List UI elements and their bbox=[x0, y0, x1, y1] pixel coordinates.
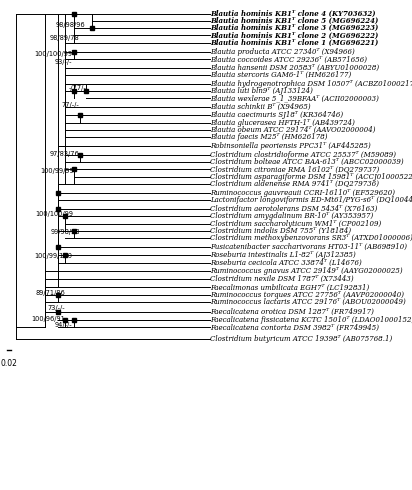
Text: 100/96/91: 100/96/91 bbox=[31, 316, 65, 322]
Text: Ruminococcus gauvreauii CCRI-16110ᵀ (EF529620): Ruminococcus gauvreauii CCRI-16110ᵀ (EF5… bbox=[210, 189, 395, 197]
Text: Blautia hominis KB1ᵀ clone 3 (MG696223): Blautia hominis KB1ᵀ clone 3 (MG696223) bbox=[210, 24, 379, 32]
Text: Blautia schinkii Bᵀ (X94965): Blautia schinkii Bᵀ (X94965) bbox=[210, 102, 311, 111]
Text: Robinsoniella peoriensis PPC31ᵀ (AF445285): Robinsoniella peoriensis PPC31ᵀ (AF44528… bbox=[210, 142, 371, 150]
Text: 93/-/-: 93/-/- bbox=[55, 59, 72, 65]
Text: Blautia faecis M25ᵀ (HM626178): Blautia faecis M25ᵀ (HM626178) bbox=[210, 133, 328, 141]
Text: Blautia hansenii DSM 20583ᵀ (ABYU01000028): Blautia hansenii DSM 20583ᵀ (ABYU0100002… bbox=[210, 64, 379, 72]
Text: 97/83/76: 97/83/76 bbox=[50, 151, 80, 157]
Text: Clostridium butyricum ATCC 19398ᵀ (AB075768.1): Clostridium butyricum ATCC 19398ᵀ (AB075… bbox=[210, 335, 393, 343]
Text: Blautia glucerasea HFTH-1ᵀ (AB439724): Blautia glucerasea HFTH-1ᵀ (AB439724) bbox=[210, 119, 355, 127]
Text: 99/98/98: 99/98/98 bbox=[50, 229, 80, 235]
Text: Roseburia intestinalis L1-82ᵀ (AJ312385): Roseburia intestinalis L1-82ᵀ (AJ312385) bbox=[210, 251, 356, 259]
Text: Clostridium bolteae ATCC BAA-613ᵀ (ABCC02000039): Clostridium bolteae ATCC BAA-613ᵀ (ABCC0… bbox=[210, 158, 404, 166]
Text: 98/98/96: 98/98/96 bbox=[56, 22, 86, 28]
Text: 94/-/-: 94/-/- bbox=[54, 322, 72, 328]
Text: Ruminococcus lactaris ATCC 29176ᵀ (ABOU02000049): Ruminococcus lactaris ATCC 29176ᵀ (ABOU0… bbox=[210, 298, 406, 306]
Text: Blautia wexlerae 5_1_39BFAAᵀ (ACII02000003): Blautia wexlerae 5_1_39BFAAᵀ (ACII020000… bbox=[210, 95, 379, 102]
Text: Blautia hydrogenotrophica DSM 10507ᵀ (ACBZ01000217): Blautia hydrogenotrophica DSM 10507ᵀ (AC… bbox=[210, 80, 412, 88]
Text: Roseburia cecicola ATCC 33874ᵀ (L14676): Roseburia cecicola ATCC 33874ᵀ (L14676) bbox=[210, 259, 362, 267]
Text: Fusicatenibacter saccharivorans HT03-11ᵀ (AB698910): Fusicatenibacter saccharivorans HT03-11ᵀ… bbox=[210, 243, 407, 251]
Text: Ruminococcus torques ATCC 27756ᵀ (AAVP02000040): Ruminococcus torques ATCC 27756ᵀ (AAVP02… bbox=[210, 291, 404, 299]
Text: Clostridium nexile DSM 1787ᵀ (X73443): Clostridium nexile DSM 1787ᵀ (X73443) bbox=[210, 274, 354, 283]
Text: Blautia coccoides ATCC 29236ᵀ (AB571656): Blautia coccoides ATCC 29236ᵀ (AB571656) bbox=[210, 55, 367, 63]
Text: Clostridium aerotolerans DSM 5434ᵀ (X76163): Clostridium aerotolerans DSM 5434ᵀ (X761… bbox=[210, 205, 377, 213]
Text: 100/100/99: 100/100/99 bbox=[36, 211, 74, 217]
Text: Blautia luti bln9ᵀ (AJ133124): Blautia luti bln9ᵀ (AJ133124) bbox=[210, 87, 313, 95]
Text: Clostridium clostridioforme ATCC 25537ᵀ (M59089): Clostridium clostridioforme ATCC 25537ᵀ … bbox=[210, 151, 396, 159]
Text: Blautia stercoris GAM6-1ᵀ (HM626177): Blautia stercoris GAM6-1ᵀ (HM626177) bbox=[210, 71, 351, 79]
Text: 0.02: 0.02 bbox=[0, 359, 17, 368]
Text: 89/71/86: 89/71/86 bbox=[35, 290, 65, 296]
Text: 100/99/99: 100/99/99 bbox=[40, 169, 74, 174]
Text: Blautia obeum ATCC 29174ᵀ (AAVO02000004): Blautia obeum ATCC 29174ᵀ (AAVO02000004) bbox=[210, 126, 376, 134]
Text: Clostridium methoxybenzovorans SR3ᵀ (ATXD01000006): Clostridium methoxybenzovorans SR3ᵀ (ATX… bbox=[210, 234, 412, 242]
Text: Clostridium saccharolyticum WM1ᵀ (CP002109): Clostridium saccharolyticum WM1ᵀ (CP0021… bbox=[210, 220, 382, 227]
Text: Blautia hominis KB1ᵀ clone 4 (KY703632): Blautia hominis KB1ᵀ clone 4 (KY703632) bbox=[210, 10, 376, 18]
Text: 100/99/100: 100/99/100 bbox=[34, 253, 72, 259]
Text: 98/89/78: 98/89/78 bbox=[50, 35, 80, 41]
Text: Ruminococcus gnavus ATCC 29149ᵀ (AAYG02000025): Ruminococcus gnavus ATCC 29149ᵀ (AAYG020… bbox=[210, 268, 403, 275]
Text: Faecalicatena fissicatena KCTC 15010ᵀ (LDAO01000152): Faecalicatena fissicatena KCTC 15010ᵀ (L… bbox=[210, 316, 412, 324]
Text: Blautia producta ATCC 27340ᵀ (X94966): Blautia producta ATCC 27340ᵀ (X94966) bbox=[210, 48, 355, 56]
Text: Clostridium asparagiforme DSM 15981ᵀ (ACCJ01000522): Clostridium asparagiforme DSM 15981ᵀ (AC… bbox=[210, 173, 412, 181]
Text: Faecalicatena orotica DSM 1287ᵀ (FR749917): Faecalicatena orotica DSM 1287ᵀ (FR74991… bbox=[210, 308, 374, 316]
Text: Faecalicatena contorta DSM 3982ᵀ (FR749945): Faecalicatena contorta DSM 3982ᵀ (FR7499… bbox=[210, 323, 379, 331]
Text: Blautia hominis KB1ᵀ clone 5 (MG696224): Blautia hominis KB1ᵀ clone 5 (MG696224) bbox=[210, 17, 379, 25]
Text: Clostridium indolis DSM 755ᵀ (Y18184): Clostridium indolis DSM 755ᵀ (Y18184) bbox=[210, 227, 351, 235]
Text: Blautia hominis KB1ᵀ clone 2 (MG696222): Blautia hominis KB1ᵀ clone 2 (MG696222) bbox=[210, 31, 379, 40]
Text: Blautia hominis KB1ᵀ clone 1 (MG696221): Blautia hominis KB1ᵀ clone 1 (MG696221) bbox=[210, 39, 379, 47]
Text: 77/-/-: 77/-/- bbox=[62, 102, 80, 108]
Text: 100/100/99: 100/100/99 bbox=[34, 50, 72, 56]
Text: Clostridium aldenense RMA 9741ᵀ (DQ279736): Clostridium aldenense RMA 9741ᵀ (DQ27973… bbox=[210, 180, 379, 188]
Text: Blautia caecimuris SJ18ᵀ (KR364746): Blautia caecimuris SJ18ᵀ (KR364746) bbox=[210, 111, 343, 120]
Text: Lactonifactor longoviformis ED-Mt61/PYG-s6ᵀ (DQ100449): Lactonifactor longoviformis ED-Mt61/PYG-… bbox=[210, 196, 412, 204]
Text: Faecalimonas umbilicata EGH7ᵀ (LC192831): Faecalimonas umbilicata EGH7ᵀ (LC192831) bbox=[210, 283, 370, 292]
Text: Clostridium citroniae RMA 16102ᵀ (DQ279737): Clostridium citroniae RMA 16102ᵀ (DQ2797… bbox=[210, 166, 379, 173]
Text: Clostridium amygdalinum BR-10ᵀ (AY353957): Clostridium amygdalinum BR-10ᵀ (AY353957… bbox=[210, 212, 373, 220]
Text: -/77/-: -/77/- bbox=[68, 85, 87, 91]
Text: 73/-/-: 73/-/- bbox=[47, 305, 65, 311]
